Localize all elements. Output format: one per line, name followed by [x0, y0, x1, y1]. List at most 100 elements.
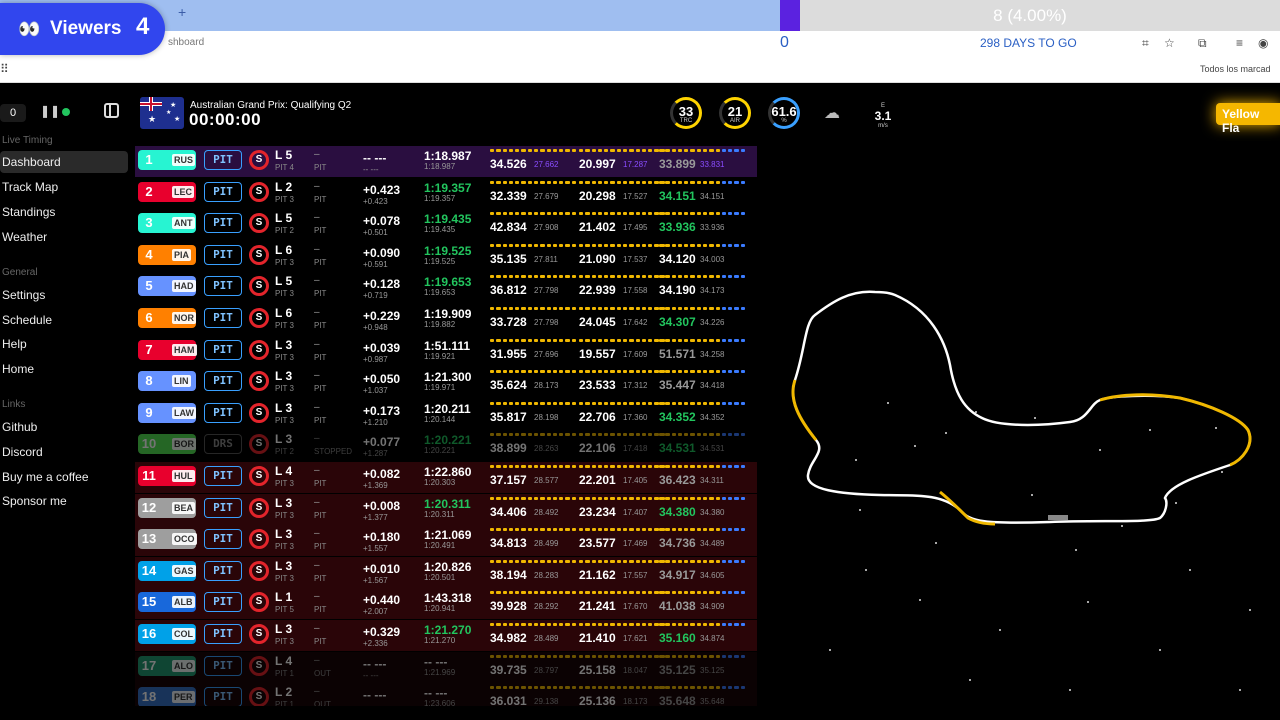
- humidity-gauge: 61.6 %: [768, 97, 800, 129]
- last-lap: 1:19.971: [424, 383, 456, 393]
- driver-tag[interactable]: 4 PIA: [138, 244, 196, 265]
- sector-2: 20.298 17.527: [579, 180, 669, 203]
- all-bookmarks[interactable]: Todos los marcad: [1200, 64, 1271, 74]
- status-dash: –: [314, 307, 320, 318]
- progress-track: [800, 0, 1280, 31]
- apps-grid-icon[interactable]: ⠿: [0, 62, 9, 76]
- nav-standings[interactable]: Standings: [2, 205, 56, 219]
- table-row: 6 NOR PIT S L 6 PIT 3 – PIT +0.229 +0.948 1:19.90…: [135, 304, 757, 335]
- nav-schedule[interactable]: Schedule: [2, 313, 53, 327]
- soft-tyre-icon: S: [249, 466, 269, 486]
- sector-prev: 27.662: [534, 160, 559, 169]
- best-lap: 1:21.300: [424, 370, 472, 385]
- status-text: OUT: [314, 700, 331, 706]
- sector-time: 33.936: [659, 220, 696, 235]
- pit-count: PIT 3: [275, 257, 294, 267]
- status-text: PIT: [314, 226, 327, 236]
- driver-tag[interactable]: 18 PER: [138, 687, 196, 706]
- sector-prev: 18.047: [623, 665, 648, 675]
- interval: +1.557: [363, 544, 388, 554]
- menu-icon[interactable]: ≡: [1236, 36, 1244, 50]
- eyes-icon: 👀: [18, 19, 41, 39]
- best-lap: 1:18.987: [424, 149, 472, 163]
- pause-icon[interactable]: ❚❚: [40, 104, 61, 118]
- driver-code: LEC: [172, 185, 194, 198]
- driver-tag[interactable]: 3 ANT: [138, 213, 196, 234]
- nav-home[interactable]: Home: [2, 362, 35, 376]
- nav-track-map[interactable]: Track Map: [2, 180, 59, 194]
- soft-tyre-icon: S: [249, 434, 269, 455]
- driver-tag[interactable]: 10 BOR: [138, 434, 196, 455]
- soft-tyre-icon: S: [249, 276, 269, 297]
- driver-tag[interactable]: 6 NOR: [138, 308, 196, 328]
- sector-3: 34.190 34.173: [659, 275, 749, 297]
- best-lap: 1:19.525: [424, 243, 472, 258]
- sector-2: 22.706 17.360: [579, 401, 669, 424]
- driver-tag[interactable]: 1 RUS: [138, 150, 196, 170]
- position: 1: [145, 152, 153, 167]
- address-text[interactable]: shboard: [168, 37, 205, 48]
- position: 2: [145, 183, 153, 199]
- star-icon[interactable]: ☆: [1164, 36, 1175, 50]
- sector-time: 34.151: [659, 188, 696, 203]
- delay-input[interactable]: 0: [0, 104, 26, 122]
- driver-tag[interactable]: 5 HAD: [138, 276, 196, 297]
- sector-prev: 34.352: [700, 412, 725, 422]
- extensions-icon[interactable]: ⧉: [1198, 36, 1207, 50]
- driver-tag[interactable]: 14 GAS: [138, 560, 196, 581]
- lap-count: L 3: [275, 622, 293, 636]
- sidebar-toggle-icon[interactable]: [104, 103, 119, 118]
- sector-prev: 34.874: [700, 634, 725, 643]
- mini-sectors: [659, 401, 745, 406]
- nav-settings[interactable]: Settings: [2, 288, 46, 302]
- driver-tag[interactable]: 9 LAW: [138, 402, 196, 423]
- driver-tag[interactable]: 13 OCO: [138, 529, 197, 550]
- driver-tag[interactable]: 8 LIN: [138, 371, 196, 392]
- gap: +0.329: [363, 625, 401, 639]
- translate-icon[interactable]: ⌗: [1142, 36, 1149, 50]
- link-github[interactable]: Github: [2, 420, 38, 434]
- nav-help[interactable]: Help: [2, 337, 27, 351]
- profile-icon[interactable]: ◉: [1258, 36, 1269, 50]
- link-buy-coffee[interactable]: Buy me a coffee: [2, 470, 89, 484]
- interval: +2.007: [363, 607, 388, 617]
- link-discord[interactable]: Discord: [2, 445, 43, 459]
- table-row: 14 GAS PIT S L 3 PIT 3 – PIT +0.010 +1.567 1:20.8…: [135, 556, 757, 588]
- last-lap: 1:20.491: [424, 541, 456, 551]
- sector-time: 34.813: [490, 536, 527, 551]
- nav-weather[interactable]: Weather: [2, 230, 48, 244]
- driver-tag[interactable]: 2 LEC: [138, 181, 196, 202]
- new-tab-button[interactable]: +: [178, 4, 187, 20]
- status-text: PIT: [314, 573, 327, 583]
- australia-flag-icon: ★ ★ ★ ★: [140, 97, 184, 129]
- soft-tyre-icon: S: [249, 624, 269, 644]
- status-text: PIT: [314, 637, 327, 646]
- driver-tag[interactable]: 11 HUL: [138, 466, 196, 486]
- gap: +0.423: [363, 182, 401, 197]
- link-sponsor[interactable]: Sponsor me: [2, 494, 67, 508]
- sector-time: 19.557: [579, 346, 616, 361]
- sector-prev: 18.173: [623, 697, 648, 706]
- address-bar[interactable]: shboard 0 298 DAYS TO GO ⌗ ☆ ⧉ ≡ ◉: [0, 31, 1280, 56]
- mini-sectors: [490, 275, 576, 279]
- pit-label: PIT: [213, 690, 233, 704]
- pit-count: PIT 1: [275, 668, 294, 678]
- sector-3: 35.648 35.648: [659, 686, 749, 706]
- sector-1: 37.157 28.577: [490, 465, 580, 487]
- driver-tag[interactable]: 15 ALB: [138, 592, 196, 613]
- sector-prev: 17.557: [623, 570, 648, 580]
- driver-tag[interactable]: 12 BEA: [138, 497, 196, 518]
- mini-sectors: [490, 180, 576, 185]
- sector-prev: 17.495: [623, 223, 648, 233]
- driver-tag[interactable]: 17 ALO: [138, 655, 196, 676]
- sector-3: 41.038 34.909: [659, 591, 749, 613]
- sector-time: 34.307: [659, 315, 696, 329]
- pit-label: PIT: [213, 658, 233, 672]
- nav-dashboard[interactable]: Dashboard: [0, 151, 128, 173]
- sector-1: 32.339 27.679: [490, 180, 580, 203]
- gap: -- ---: [363, 656, 387, 671]
- driver-tag[interactable]: 16 COL: [138, 624, 196, 644]
- rain-cloud-icon: ☁: [824, 105, 840, 122]
- driver-code: GAS: [172, 564, 196, 577]
- driver-tag[interactable]: 7 HAM: [138, 339, 197, 360]
